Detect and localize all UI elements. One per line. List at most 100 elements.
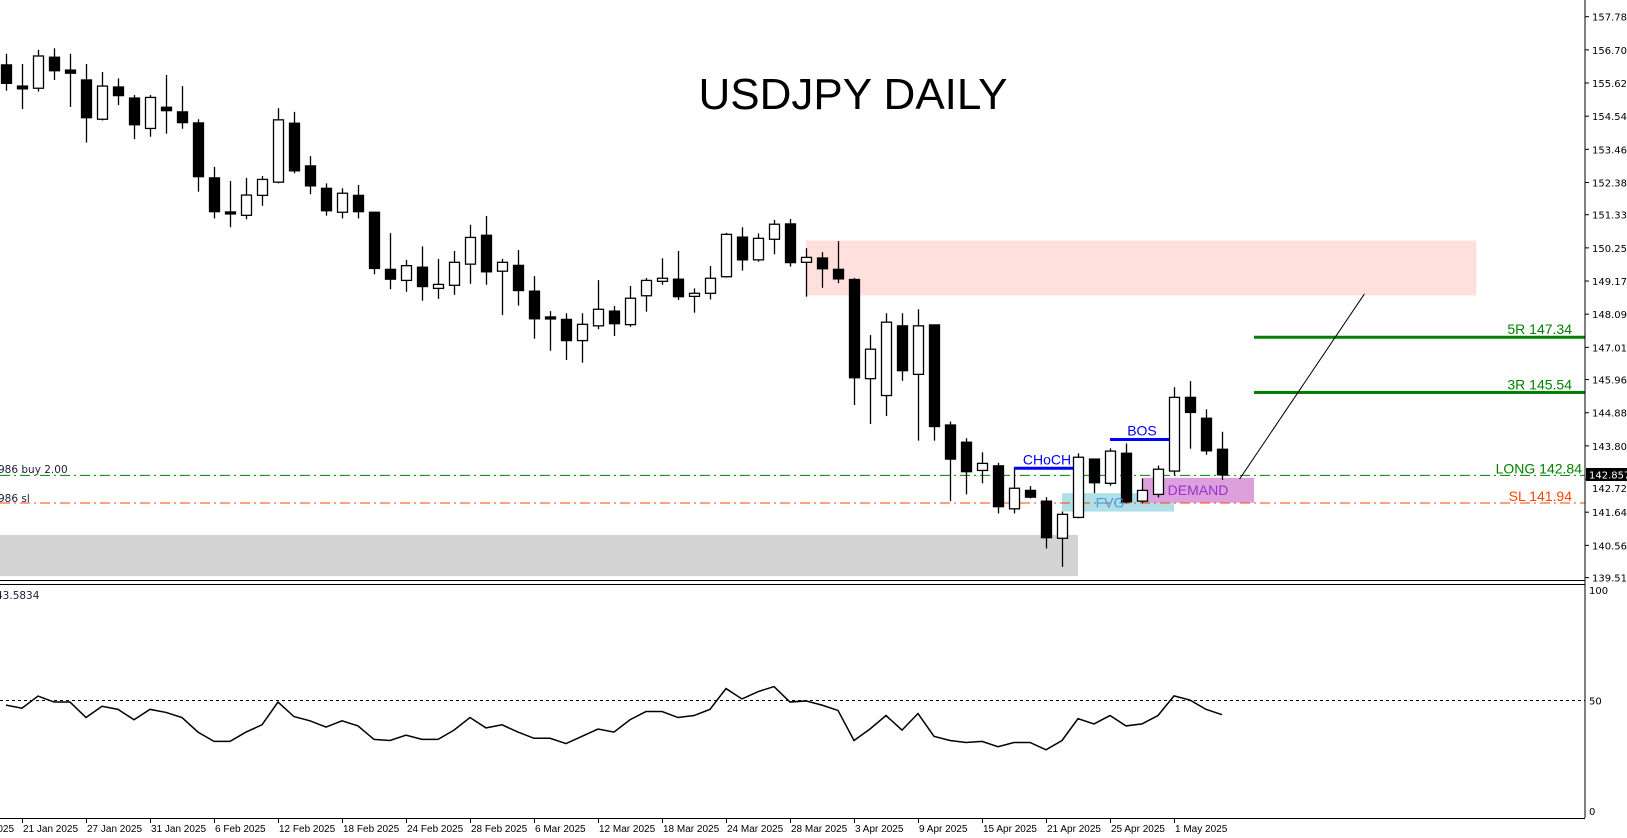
candle-bullish [800,256,813,263]
price-tick-label: 144.880 [1592,409,1627,420]
candle-bearish [960,441,973,473]
candle-bullish [1008,487,1021,510]
rsi-tick-label: 0 [1589,807,1595,818]
candle-bullish [752,237,765,261]
time-axis: 15 Jan 2025 21 Jan 2025 27 Jan 2025 31 Jan … [0,818,1228,835]
time-tick-label: 18 Feb 2025 [343,824,400,835]
candle-bullish [1104,450,1117,484]
price-tick-label: 141.640 [1592,508,1627,519]
price-tick-label: 149.170 [1592,277,1627,288]
candle-bullish [768,223,781,240]
time-tick-label: 15 Jan 2025 [0,824,14,835]
candle-bearish [320,187,333,212]
candle-bearish [48,56,61,72]
candle-bearish [480,234,493,273]
annotations-layer: CHoCH BOS FVG DEMAND [1014,293,1365,510]
candle-bearish [160,106,173,112]
candle-bullish [400,265,413,282]
candle-bullish [448,261,461,286]
time-tick-label: 3 Apr 2025 [855,824,904,835]
candle-bullish [32,55,45,89]
candle-bearish [1088,458,1101,484]
time-tick-label: 28 Feb 2025 [471,824,528,835]
price-tick-label: 154.540 [1592,112,1627,123]
candle-bearish [112,86,125,97]
rsi-tick-label: 100 [1589,586,1608,597]
time-tick-label: 1 May 2025 [1175,824,1228,835]
candle-bullish [704,277,717,294]
time-tick-label: 12 Mar 2025 [599,824,656,835]
candle-bullish [1152,468,1165,496]
candle-bullish [576,323,589,342]
choch-label: CHoCH [1023,451,1071,467]
candle-bearish [560,318,573,342]
candle-bullish [240,194,253,216]
candle-bullish [336,192,349,213]
candle-bearish [352,194,365,213]
candle-bearish [544,316,557,320]
candle-bearish [16,85,29,90]
candle-bearish [1120,452,1133,503]
candle-bullish [96,85,109,120]
price-tick-label: 145.960 [1592,376,1627,387]
candle-bearish [416,266,429,288]
candle-bearish [224,211,237,215]
trade-sl-label: 986 sl [0,493,30,505]
candle-bearish [368,211,381,270]
time-tick-label: 9 Apr 2025 [919,824,968,835]
level-label-sl: SL 141.94 [1509,488,1573,504]
price-tick-label: 153.460 [1592,145,1627,156]
candle-bullish [1072,456,1085,519]
candle-bullish [720,233,733,278]
candle-bullish [640,279,653,297]
candle-bearish [1040,500,1053,539]
price-tick-label: 147.010 [1592,343,1627,354]
candle-bullish [144,96,157,130]
candle-bearish [896,325,909,372]
candle-bullish [272,119,285,183]
candle-bearish [992,465,1005,508]
time-tick-label: 31 Jan 2025 [151,824,206,835]
candle-bearish [848,278,861,379]
candle-bearish [304,165,317,187]
candle-bullish [912,325,925,376]
candle-bearish [832,268,845,280]
time-tick-label: 28 Mar 2025 [791,824,848,835]
level-label-target_5r: 5R 147.34 [1507,321,1572,337]
candle-bullish [1168,396,1181,472]
candle-bearish [128,97,141,126]
candle-bearish [1024,489,1037,498]
candle-bearish [0,64,13,84]
time-tick-label: 27 Jan 2025 [87,824,142,835]
candle-bearish [528,290,541,320]
zone-label-fvg: FVG [1096,494,1125,510]
zone-support [0,534,1078,577]
trade-buy-label: 986 buy 2.00 [0,464,68,476]
price-tick-label: 151.330 [1592,211,1627,222]
time-tick-label: 24 Feb 2025 [407,824,464,835]
price-axis: 157.780 156.700 155.620 154.540 153.460 152.3… [1585,13,1627,585]
time-tick-label: 25 Apr 2025 [1111,824,1165,835]
price-tick-label: 140.560 [1592,541,1627,552]
candle-bearish [928,324,941,428]
candle-bullish [976,462,989,472]
candle-bullish [464,236,477,265]
candle-bullish [624,297,637,326]
chart-title: USDJPY DAILY [699,70,1008,119]
price-tick-label: 155.620 [1592,79,1627,90]
candle-bullish [592,308,605,327]
candle-bearish [192,122,205,178]
price-tick-label: 152.380 [1592,178,1627,189]
price-tick-label: 143.800 [1592,442,1627,453]
candle-bearish [784,223,797,264]
current-price-label: 142.857 [1589,471,1627,482]
zone-label-demand: DEMAND [1168,482,1229,498]
candle-bearish [608,310,621,325]
time-tick-label: 6 Mar 2025 [535,824,586,835]
time-tick-label: 6 Feb 2025 [215,824,266,835]
time-tick-label: 21 Apr 2025 [1047,824,1101,835]
candle-bullish [656,277,669,282]
candle-bearish [1216,448,1229,476]
rsi-pane: 100 50 0 [0,586,1608,818]
